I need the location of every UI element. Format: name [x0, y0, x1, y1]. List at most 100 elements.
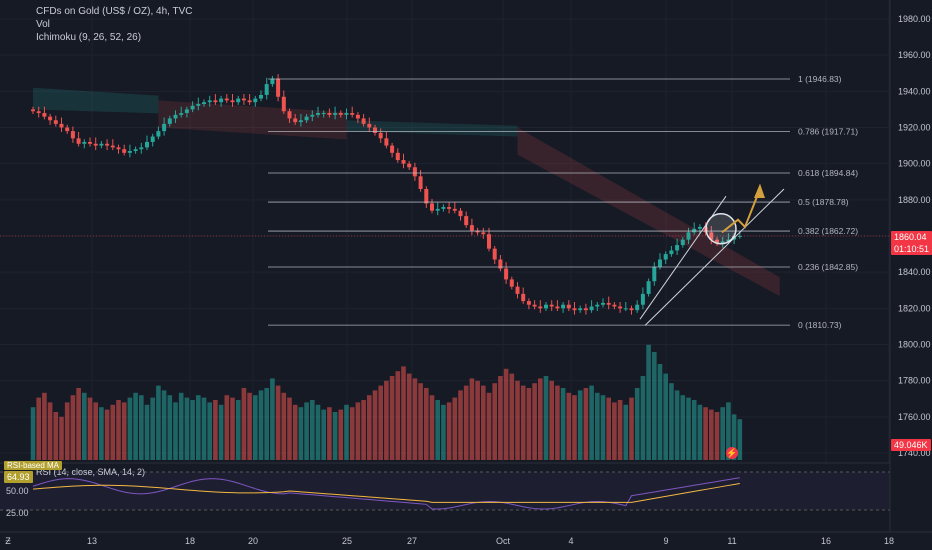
volume-bar: [53, 412, 59, 460]
candle-body: [680, 239, 685, 246]
candle-body: [122, 149, 127, 153]
volume-bar: [384, 380, 389, 460]
volume-bar: [59, 416, 64, 460]
fib-label: 0.236 (1842.85): [798, 262, 858, 272]
candle-body: [595, 304, 600, 307]
candle-body: [99, 143, 104, 146]
candle-body: [31, 109, 35, 112]
volume-bar: [349, 407, 355, 460]
rsi-tick-label: 50.00: [6, 486, 29, 496]
candle-body: [88, 141, 92, 144]
candle-body: [373, 127, 377, 133]
candle-body: [276, 78, 281, 97]
candle-body: [378, 132, 383, 139]
volume-bar: [657, 364, 663, 460]
highlight-circle: [705, 213, 737, 245]
volume-bar: [634, 388, 640, 460]
candle-body: [635, 304, 640, 311]
candle-body: [532, 304, 537, 307]
volume-bar: [258, 390, 264, 460]
volume-bar: [133, 392, 138, 460]
price-tick-label: 1820.00: [898, 303, 931, 313]
candle-body: [236, 98, 241, 103]
candle-body: [167, 118, 172, 124]
rsi-band: [0, 472, 890, 510]
volume-bar: [281, 392, 287, 460]
volume-bar: [595, 392, 600, 460]
volume-bar: [292, 404, 298, 460]
volume-bar: [93, 402, 98, 460]
volume-bar: [652, 352, 657, 460]
candle-body: [355, 114, 360, 119]
candle-body: [327, 113, 332, 115]
volume-bar: [275, 385, 281, 460]
cloud-band: [517, 127, 780, 297]
price-tick-label: 1800.00: [898, 340, 931, 350]
volume-bar: [600, 395, 606, 460]
legend-ichimoku[interactable]: Ichimoku (9, 26, 52, 26): [36, 32, 142, 43]
volume-bar: [680, 395, 686, 460]
candle-body: [424, 188, 429, 204]
candle-body: [344, 113, 349, 115]
volume-bar: [503, 368, 509, 460]
volume-bar: [566, 392, 572, 460]
candle-body: [697, 226, 702, 229]
volume-bar: [315, 404, 321, 460]
volume-bar: [612, 402, 617, 460]
candle-body: [281, 96, 286, 112]
lightning-icon[interactable]: ⚡: [726, 447, 738, 459]
volume-bar: [82, 392, 87, 460]
candle-body: [259, 94, 263, 99]
candle-body: [469, 225, 474, 231]
fib-label: 0.786 (1917.71): [798, 127, 858, 137]
price-tick-label: 1900.00: [898, 159, 931, 169]
candle-body: [70, 131, 75, 139]
legend-vol[interactable]: Vol: [36, 19, 50, 30]
fibonacci-levels[interactable]: 1 (1946.83) 0.786 (1917.71) 0.618 (1894.84…: [268, 74, 858, 330]
candle-body: [407, 163, 412, 168]
candles[interactable]: [0, 74, 890, 315]
volume-bar: [463, 385, 469, 460]
volume-bar: [127, 397, 133, 460]
candle-body: [526, 301, 531, 305]
time-tick-label: 18: [185, 536, 195, 546]
fib-label: 0.382 (1862.72): [798, 226, 858, 236]
volume-bar: [104, 409, 110, 460]
candle-body: [93, 143, 98, 146]
rsi-pane[interactable]: 50.00 25.00: [0, 462, 932, 532]
volume-bar: [201, 397, 207, 460]
projection-arrow: [721, 188, 761, 234]
candle-body: [692, 228, 697, 233]
volume-bar: [452, 397, 458, 460]
candle-body: [675, 245, 680, 251]
candle-body: [669, 250, 674, 255]
volume-bar: [538, 378, 543, 460]
volume-bar: [617, 400, 623, 460]
volume-bar: [70, 395, 76, 460]
candle-body: [544, 304, 548, 309]
candle-body: [601, 302, 605, 305]
candle-body: [589, 306, 594, 311]
volume-bar: [156, 385, 161, 460]
candle-body: [59, 123, 64, 128]
legend-rsi[interactable]: RSI (14, close, SMA, 14, 2): [36, 467, 146, 477]
volume-bar: [372, 390, 378, 460]
candle-body: [150, 136, 155, 142]
candle-body: [127, 151, 132, 153]
cloud-band: [346, 120, 518, 137]
candle-body: [737, 236, 742, 237]
time-tick-label: 27: [407, 536, 417, 546]
legend-title[interactable]: CFDs on Gold (US$ / OZ), 4h, TVC: [36, 6, 193, 17]
volume-bar: [173, 402, 178, 460]
volume-bar: [121, 402, 127, 460]
price-tag: 1860.04 01:10:51: [891, 231, 932, 255]
candle-body: [219, 98, 224, 103]
volume-bar: [481, 385, 486, 460]
candle-body: [509, 279, 514, 287]
candle-body: [202, 102, 206, 104]
drawings[interactable]: [639, 183, 785, 326]
volume-bar: [161, 390, 167, 460]
rsi-ma-tag: RSI-based MA: [4, 461, 63, 470]
